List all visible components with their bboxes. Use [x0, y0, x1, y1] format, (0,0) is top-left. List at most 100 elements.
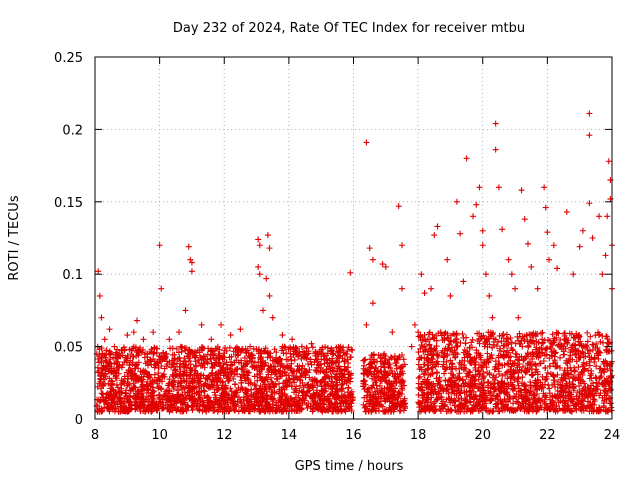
data-point: [532, 377, 539, 384]
data-point: [439, 347, 446, 354]
data-point: [182, 347, 189, 354]
data-point: [231, 401, 238, 408]
data-point: [593, 383, 600, 390]
data-point: [300, 348, 307, 355]
data-point: [143, 389, 150, 396]
data-point: [363, 321, 370, 328]
data-point: [251, 381, 258, 388]
data-point: [373, 370, 380, 377]
data-point: [254, 366, 261, 373]
data-point: [561, 387, 568, 394]
data-point: [521, 216, 528, 223]
data-point: [308, 361, 315, 368]
data-point: [214, 343, 221, 350]
data-point: [238, 365, 245, 372]
data-point: [377, 390, 384, 397]
data-point: [264, 232, 271, 239]
data-point: [399, 377, 406, 384]
data-point: [175, 379, 182, 386]
data-point: [447, 406, 454, 413]
data-point: [96, 359, 103, 366]
data-point: [503, 335, 510, 342]
data-point: [570, 375, 577, 382]
data-point: [103, 358, 110, 365]
data-point: [160, 371, 167, 378]
data-point: [520, 356, 527, 363]
data-point: [560, 407, 567, 414]
data-point: [507, 405, 514, 412]
data-point: [599, 367, 606, 374]
data-point: [242, 377, 249, 384]
data-point: [416, 373, 423, 380]
data-point: [439, 405, 446, 412]
data-point: [255, 236, 262, 243]
data-point: [420, 398, 427, 405]
data-point: [197, 394, 204, 401]
data-point: [209, 347, 216, 354]
data-point: [399, 368, 406, 375]
data-point: [498, 378, 505, 385]
data-point: [151, 364, 158, 371]
data-point: [299, 379, 306, 386]
data-point: [98, 314, 105, 321]
data-point: [434, 351, 441, 358]
data-point: [223, 373, 230, 380]
data-point: [475, 361, 482, 368]
data-point: [415, 375, 422, 382]
data-point: [346, 371, 353, 378]
data-point: [522, 396, 529, 403]
data-point: [279, 370, 286, 377]
data-point: [319, 350, 326, 357]
data-point: [166, 380, 173, 387]
data-point: [168, 407, 175, 414]
data-point: [214, 382, 221, 389]
data-point: [591, 396, 598, 403]
data-point: [130, 384, 137, 391]
data-point: [290, 351, 297, 358]
data-point: [203, 408, 210, 415]
data-point: [158, 405, 165, 412]
data-point: [140, 336, 147, 343]
data-point: [211, 378, 218, 385]
data-point: [595, 380, 602, 387]
data-point: [584, 329, 591, 336]
data-point: [558, 388, 565, 395]
data-point: [283, 356, 290, 363]
data-point: [267, 393, 274, 400]
data-point: [599, 339, 606, 346]
data-point: [260, 307, 267, 314]
data-point: [332, 404, 339, 411]
data-point: [555, 330, 562, 337]
data-point: [255, 402, 262, 409]
data-point: [478, 364, 485, 371]
data-point: [327, 401, 334, 408]
data-point: [96, 346, 103, 353]
data-point: [131, 376, 138, 383]
data-point: [126, 381, 133, 388]
data-point: [198, 344, 205, 351]
data-point: [416, 408, 423, 415]
data-point: [374, 388, 381, 395]
data-point: [255, 350, 262, 357]
y-tick-label: 0.1: [62, 268, 83, 283]
data-point: [535, 354, 542, 361]
data-point: [370, 356, 377, 363]
data-point: [240, 406, 247, 413]
data-point: [587, 388, 594, 395]
data-point: [95, 368, 102, 375]
data-point: [145, 393, 152, 400]
data-point: [164, 393, 171, 400]
data-point: [215, 369, 222, 376]
data-point: [151, 349, 158, 356]
data-point: [575, 338, 582, 345]
data-point: [511, 377, 518, 384]
data-point: [395, 391, 402, 398]
data-point: [518, 187, 525, 194]
data-point: [445, 345, 452, 352]
data-point: [292, 402, 299, 409]
data-point: [427, 390, 434, 397]
data-point: [575, 371, 582, 378]
data-point: [575, 348, 582, 355]
data-marks: [93, 110, 615, 415]
data-point: [197, 378, 204, 385]
